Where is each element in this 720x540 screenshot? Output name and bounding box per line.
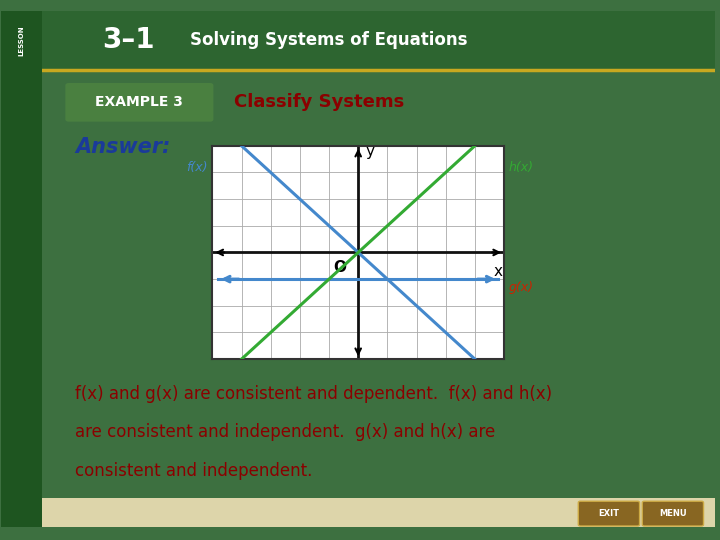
Text: f(x): f(x) xyxy=(186,160,208,174)
Text: f(x) and g(x) are consistent and dependent.  f(x) and h(x): f(x) and g(x) are consistent and depende… xyxy=(76,384,552,403)
Text: h(x): h(x) xyxy=(508,160,534,174)
Text: are consistent and independent.  g(x) and h(x) are: are consistent and independent. g(x) and… xyxy=(76,423,495,441)
Text: Classify Systems: Classify Systems xyxy=(233,93,404,111)
Bar xyxy=(42,11,715,70)
FancyBboxPatch shape xyxy=(578,501,639,526)
Bar xyxy=(42,498,715,526)
Text: x: x xyxy=(494,265,503,279)
Text: EXAMPLE 3: EXAMPLE 3 xyxy=(96,95,184,109)
Text: consistent and independent.: consistent and independent. xyxy=(76,462,312,480)
Text: O: O xyxy=(333,260,346,275)
Text: LESSON: LESSON xyxy=(19,25,24,56)
Bar xyxy=(1,11,42,526)
Text: 3–1: 3–1 xyxy=(102,26,155,54)
FancyBboxPatch shape xyxy=(66,83,213,122)
Text: MENU: MENU xyxy=(659,509,687,518)
Text: g(x): g(x) xyxy=(508,281,534,294)
Text: y: y xyxy=(366,144,374,159)
Text: EXIT: EXIT xyxy=(598,509,619,518)
Text: Solving Systems of Equations: Solving Systems of Equations xyxy=(190,31,467,49)
Text: Answer:: Answer: xyxy=(76,138,171,158)
FancyBboxPatch shape xyxy=(642,501,703,526)
